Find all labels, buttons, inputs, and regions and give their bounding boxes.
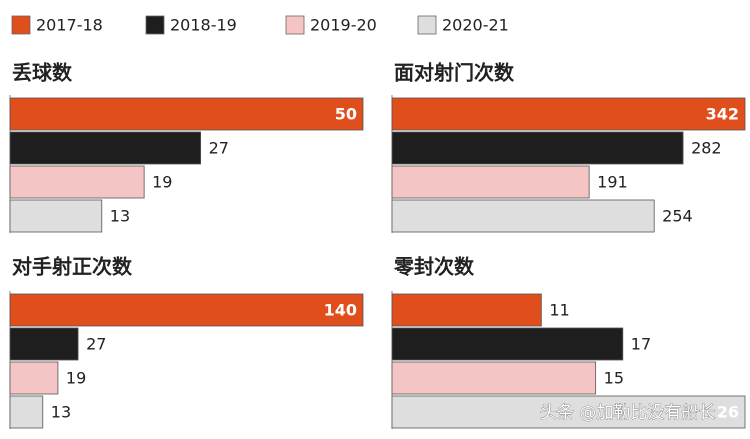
panel-title: 丢球数 [12,61,73,85]
bar [9,199,103,233]
bar [391,131,684,165]
panel-title: 零封次数 [393,255,475,279]
legend-label: 2020-21 [442,16,509,35]
value-label: 19 [152,173,172,192]
bar [9,97,364,131]
panel-title: 对手射正次数 [12,255,133,279]
legend-swatch [417,15,437,35]
value-label: 15 [604,369,624,388]
legend-swatch [145,15,165,35]
value-label: 26 [717,403,739,422]
value-label: 27 [209,139,229,158]
value-label: 27 [86,335,106,354]
bar [9,395,44,429]
value-label: 282 [691,139,722,158]
value-label: 50 [335,105,357,124]
bar [391,395,746,429]
legend-swatch [11,15,31,35]
bar [391,293,542,327]
legend-label: 2017-18 [36,16,103,35]
bar [391,361,597,395]
legend-swatch [285,15,305,35]
legend-label: 2019-20 [310,16,377,35]
bar [9,165,145,199]
value-label: 191 [597,173,628,192]
value-label: 19 [66,369,86,388]
value-label: 342 [706,105,739,124]
bar [391,165,590,199]
bar [9,293,364,327]
bar [391,199,655,233]
bar [391,327,624,361]
value-label: 13 [110,207,130,226]
bar [391,97,746,131]
panel-title: 面对射门次数 [394,61,515,85]
value-label: 11 [549,301,569,320]
value-label: 17 [631,335,651,354]
watermark: 头条 @加勒比没有船长 [540,403,715,423]
bar [9,131,202,165]
value-label: 13 [51,403,71,422]
bar [9,361,59,395]
legend-label: 2018-19 [170,16,237,35]
value-label: 254 [662,207,693,226]
value-label: 140 [324,301,357,320]
bar [9,327,79,361]
